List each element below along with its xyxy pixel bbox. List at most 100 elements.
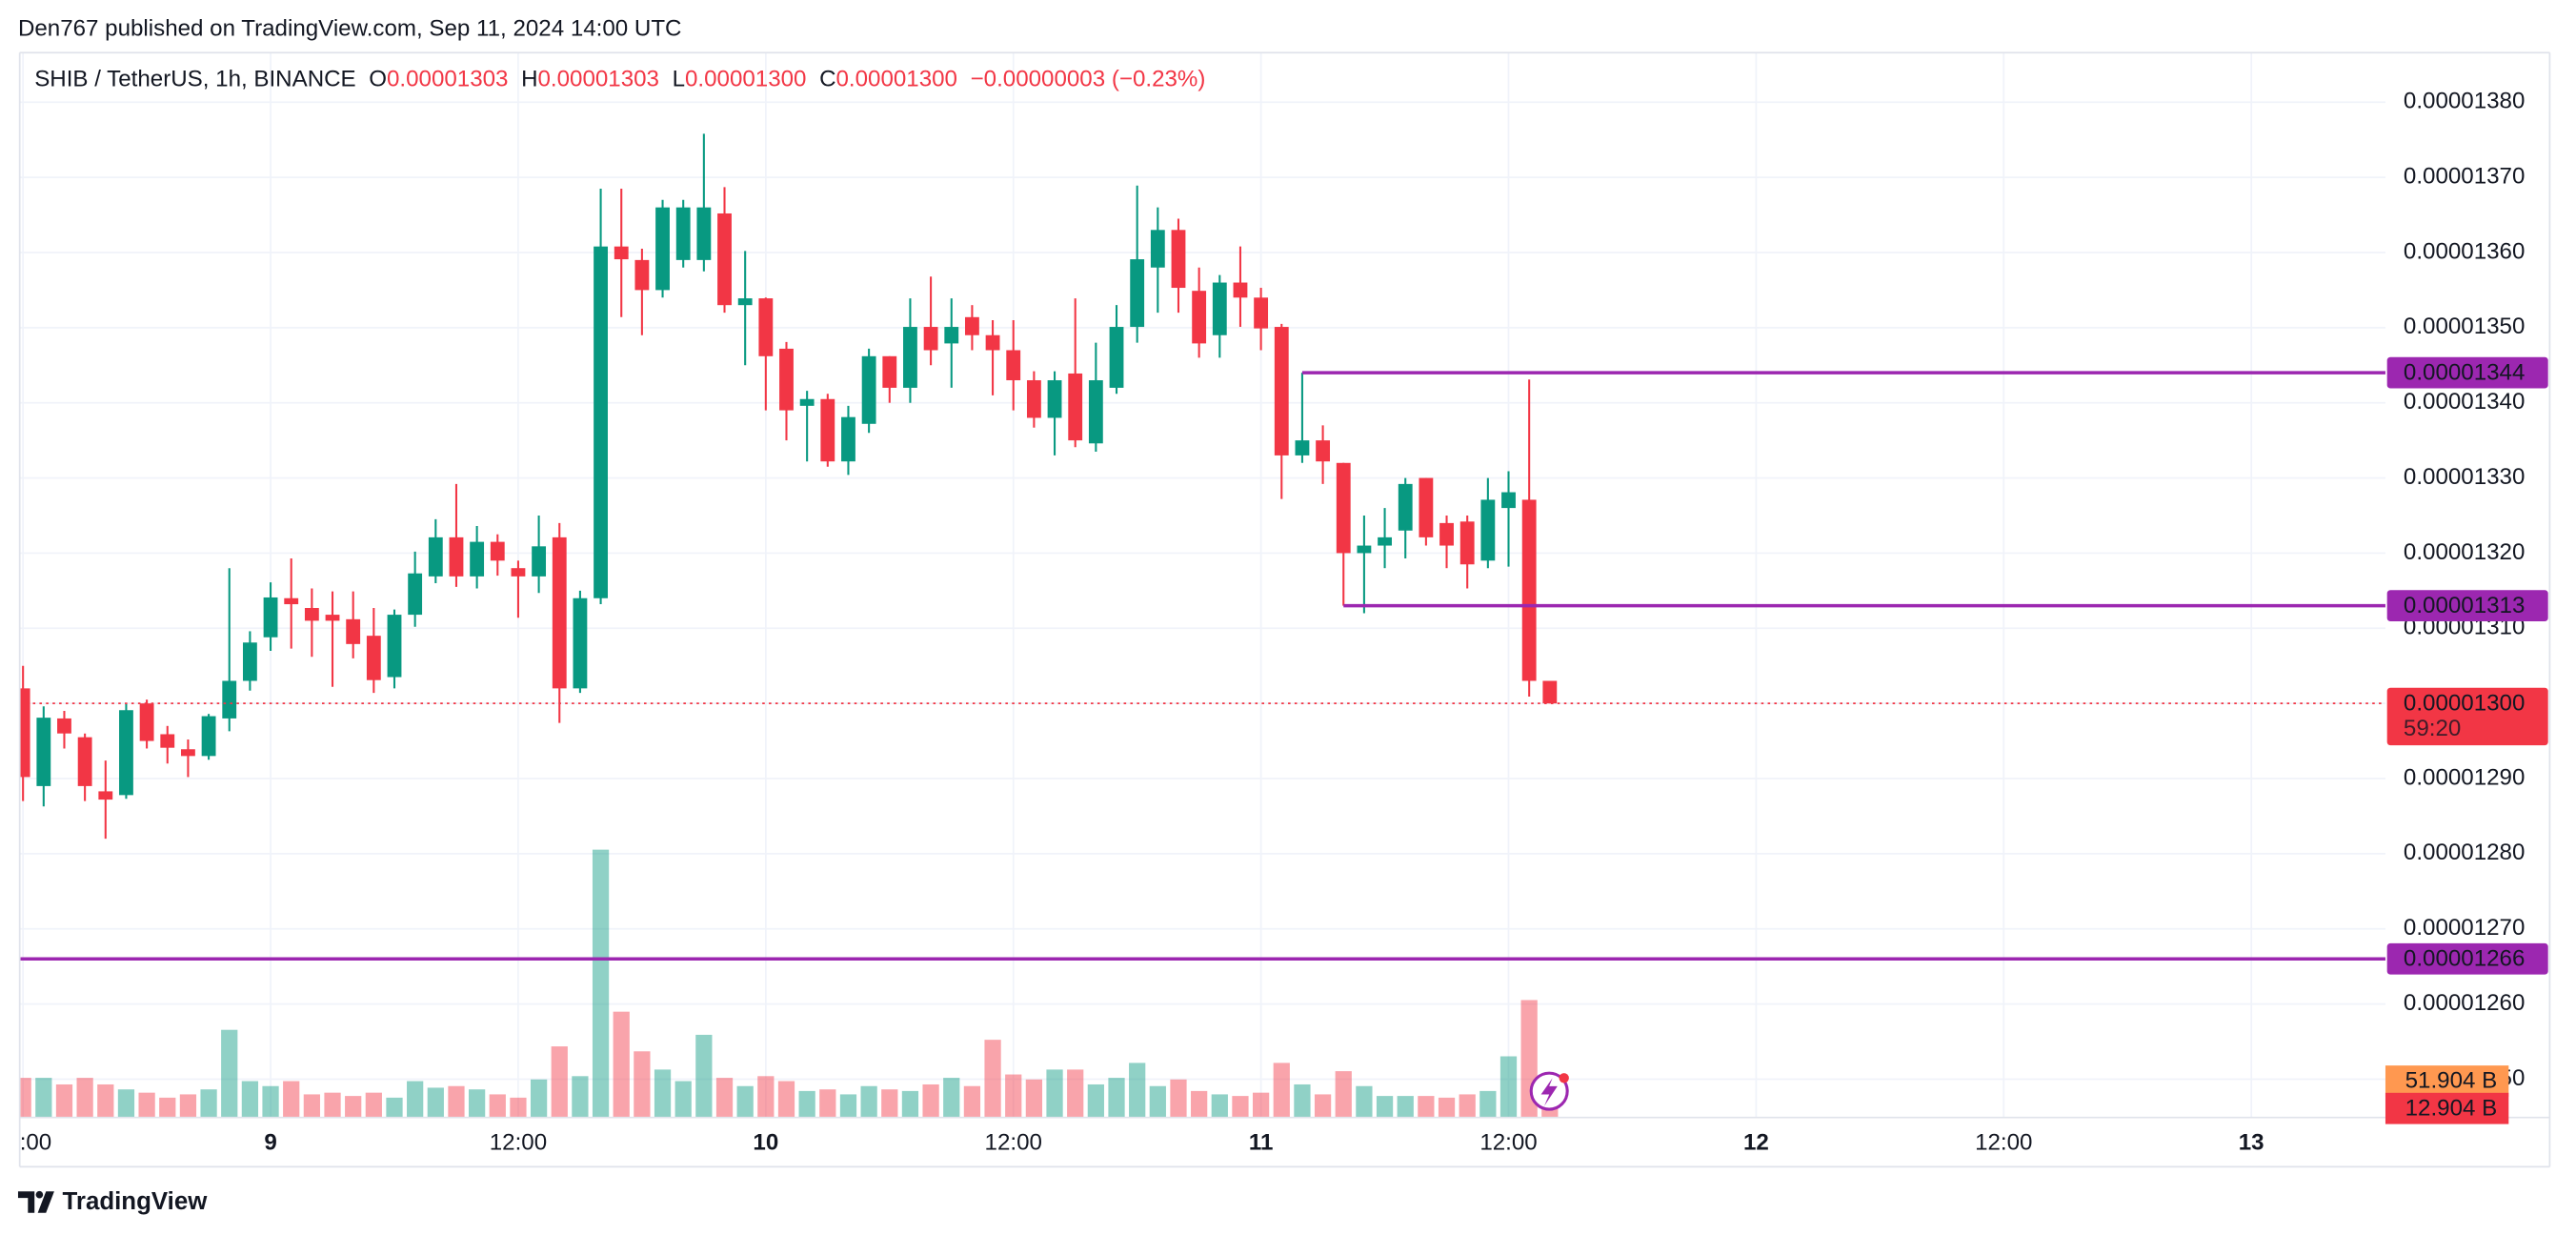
candle-body [449, 537, 464, 577]
volume-bar [386, 1097, 403, 1118]
x-tick-label: 12:00 [1479, 1130, 1537, 1156]
y-tick-label: 0.00001360 [2404, 238, 2525, 264]
volume-bar [117, 1089, 135, 1118]
candle-body [655, 207, 670, 291]
ohlc-value: 0.00001300 [685, 67, 806, 92]
candle-body [77, 737, 92, 786]
candle-body [985, 334, 1000, 351]
volume-bar [345, 1096, 362, 1118]
volume-bar [984, 1040, 1001, 1118]
candle-body [1521, 499, 1537, 681]
candle-body [284, 597, 299, 605]
x-tick-label: 12 [1743, 1130, 1769, 1156]
candle-body [573, 597, 588, 689]
volume-bar [1067, 1069, 1084, 1118]
ohlc-key: C [819, 67, 835, 92]
volume-bar [634, 1051, 651, 1118]
volume-bar [1129, 1063, 1146, 1118]
volume-bar [1087, 1083, 1104, 1118]
candle-body [304, 607, 319, 621]
volume-bar [1170, 1079, 1187, 1118]
candle-body [717, 213, 732, 306]
volume-bar [365, 1092, 382, 1118]
x-tick-label: :00 [20, 1130, 52, 1156]
change: −0.00000003 (−0.23%) [971, 67, 1206, 92]
candle-body [470, 541, 485, 577]
x-tick-label: 12:00 [490, 1130, 547, 1156]
volume-bar [922, 1083, 939, 1118]
volume-label-bg [2385, 1065, 2509, 1097]
volume-bar [489, 1094, 506, 1118]
volume-bar [1025, 1079, 1043, 1118]
candle-body [1398, 483, 1413, 531]
candle-body [532, 546, 547, 577]
volume-bar [963, 1085, 981, 1118]
candle-body [696, 207, 712, 260]
candle-body [882, 355, 897, 388]
candle-body [1378, 537, 1392, 546]
candle-body [1212, 282, 1227, 335]
candle-body [242, 642, 257, 681]
volume-bar [881, 1089, 898, 1118]
candle-body [387, 615, 402, 678]
volume-bar [695, 1034, 713, 1118]
last-price-label-bg [2386, 687, 2548, 746]
volume-bar [1314, 1094, 1332, 1118]
candle-body [964, 316, 979, 335]
candle-body [552, 537, 567, 689]
candle-body [675, 207, 691, 260]
volume-bar [860, 1085, 877, 1118]
candle-body [139, 703, 154, 741]
candle-body [19, 688, 30, 778]
volume-bar [138, 1092, 155, 1118]
candle-body [511, 568, 526, 577]
volume-bar [1335, 1071, 1352, 1118]
volume-bar [1356, 1085, 1373, 1118]
brand: TradingView [63, 1188, 209, 1215]
volume-bar [469, 1089, 486, 1118]
candle-body [1130, 259, 1145, 328]
candle-body [1336, 462, 1351, 554]
candle-body [1274, 327, 1289, 456]
candle-body [1068, 373, 1083, 441]
volume-bar [1108, 1078, 1125, 1118]
volume-bar [1191, 1090, 1208, 1118]
y-tick-label: 0.00001260 [2404, 990, 2525, 1016]
x-tick-label: 13 [2239, 1130, 2264, 1156]
y-tick-label: 0.00001350 [2404, 314, 2525, 339]
candle-body [1459, 521, 1475, 565]
volume-bar [510, 1097, 527, 1118]
volume-bar [427, 1087, 444, 1118]
candle-body [1192, 291, 1207, 344]
volume-bar [1418, 1096, 1435, 1118]
volume-bar [1499, 1056, 1518, 1118]
x-tick-label: 10 [753, 1130, 778, 1156]
candle-body [779, 348, 794, 411]
volume-bar [613, 1011, 630, 1118]
candle-body [1109, 327, 1124, 388]
y-tick-label: 0.00001330 [2404, 464, 2525, 490]
x-tick-label: 9 [264, 1130, 276, 1156]
y-tick-label: 0.00001320 [2404, 539, 2525, 565]
candle-body [594, 246, 608, 598]
volume-bar [221, 1029, 238, 1118]
volume-bar [1046, 1069, 1063, 1118]
volume-bar [19, 1078, 31, 1118]
candle-body [861, 355, 876, 424]
candle-body [1419, 477, 1434, 537]
levels [19, 371, 2385, 962]
candle-body [263, 597, 278, 638]
ohlc-value: 0.00001300 [836, 67, 957, 92]
symbol: SHIB / TetherUS, 1h, BINANCE [34, 67, 355, 92]
level-label-bg [2386, 356, 2548, 389]
candle-body [1480, 499, 1496, 561]
y-tick-label: 0.00001290 [2404, 764, 2525, 790]
volume-bar [592, 849, 610, 1118]
volume-bar [736, 1085, 754, 1118]
candle-body [614, 246, 629, 260]
volume-bar [1376, 1096, 1394, 1118]
candle-body [1316, 440, 1331, 462]
candles [19, 133, 1558, 840]
